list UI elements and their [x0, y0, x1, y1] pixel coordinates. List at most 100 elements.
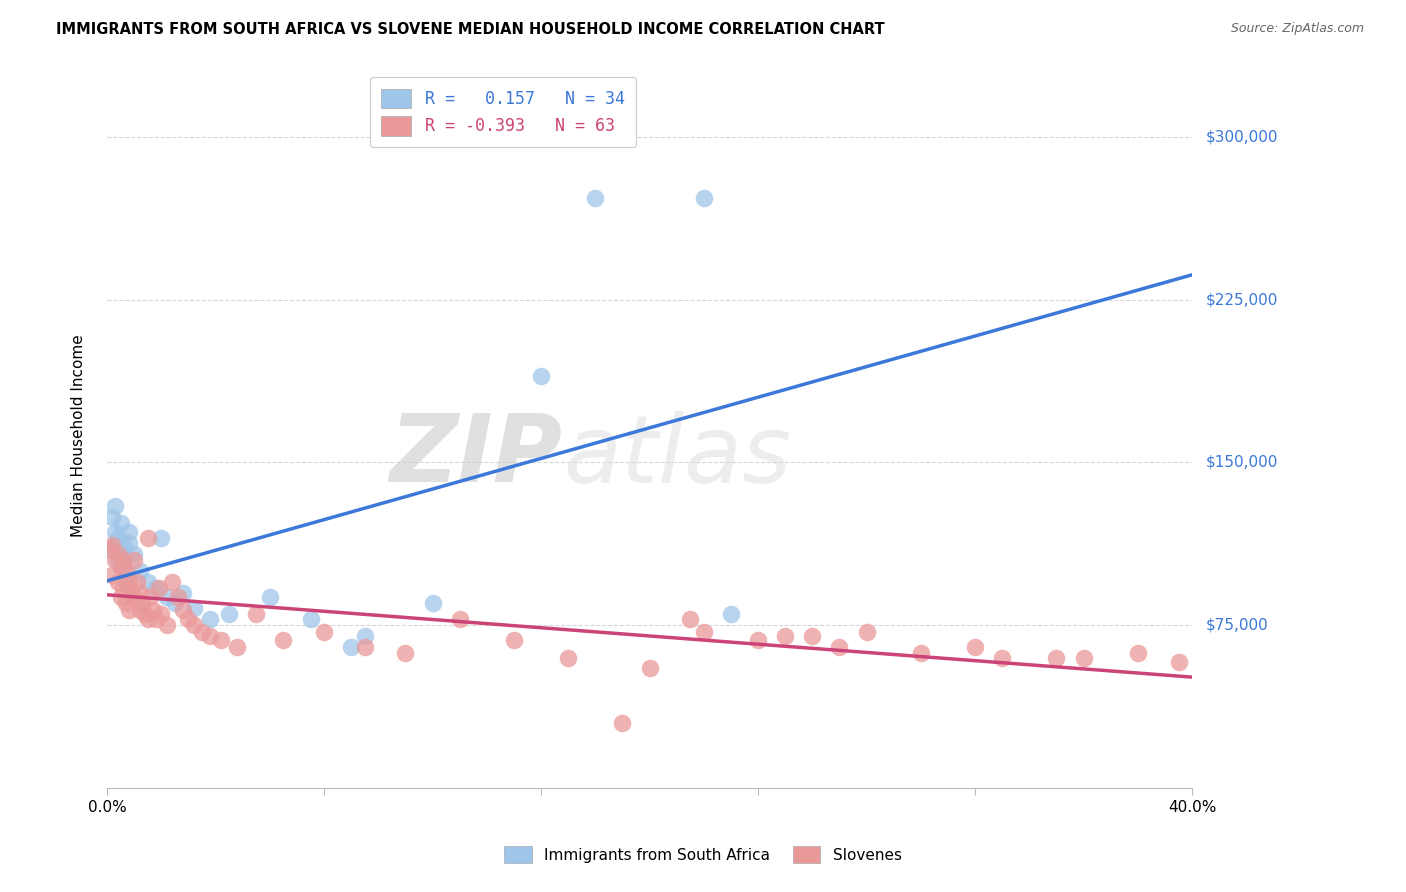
Point	[160, 574, 183, 589]
Point	[747, 633, 769, 648]
Point	[121, 585, 143, 599]
Point	[112, 559, 135, 574]
Point	[107, 553, 129, 567]
Point	[773, 629, 796, 643]
Point	[503, 633, 526, 648]
Point	[125, 574, 148, 589]
Point	[115, 596, 138, 610]
Point	[122, 590, 145, 604]
Point	[828, 640, 851, 654]
Point	[107, 574, 129, 589]
Point	[910, 646, 932, 660]
Point	[122, 547, 145, 561]
Point	[112, 538, 135, 552]
Point	[142, 603, 165, 617]
Point	[145, 611, 167, 625]
Point	[122, 553, 145, 567]
Point	[98, 542, 121, 557]
Point	[115, 547, 138, 561]
Point	[101, 568, 124, 582]
Point	[134, 607, 156, 622]
Point	[98, 542, 121, 557]
Point	[218, 607, 240, 622]
Point	[1045, 650, 1067, 665]
Point	[583, 191, 606, 205]
Point	[965, 640, 987, 654]
Point	[148, 581, 170, 595]
Point	[112, 553, 135, 567]
Point	[150, 532, 173, 546]
Point	[273, 633, 295, 648]
Point	[198, 611, 221, 625]
Point	[177, 611, 200, 625]
Point	[183, 600, 205, 615]
Point	[104, 499, 127, 513]
Point	[115, 564, 138, 578]
Point	[679, 611, 702, 625]
Point	[314, 624, 336, 639]
Point	[340, 640, 363, 654]
Point	[226, 640, 249, 654]
Point	[145, 581, 167, 595]
Point	[855, 624, 877, 639]
Point	[720, 607, 742, 622]
Point	[156, 618, 179, 632]
Point	[557, 650, 579, 665]
Point	[118, 524, 141, 539]
Point	[136, 532, 159, 546]
Point	[128, 564, 150, 578]
Point	[1073, 650, 1095, 665]
Point	[139, 590, 162, 604]
Point	[118, 535, 141, 549]
Point	[801, 629, 824, 643]
Point	[136, 574, 159, 589]
Point	[156, 590, 179, 604]
Point	[166, 590, 188, 604]
Point	[172, 585, 194, 599]
Text: $150,000: $150,000	[1206, 455, 1278, 470]
Text: IMMIGRANTS FROM SOUTH AFRICA VS SLOVENE MEDIAN HOUSEHOLD INCOME CORRELATION CHAR: IMMIGRANTS FROM SOUTH AFRICA VS SLOVENE …	[56, 22, 884, 37]
Point	[110, 559, 132, 574]
Y-axis label: Median Household Income: Median Household Income	[72, 334, 86, 537]
Point	[136, 611, 159, 625]
Point	[104, 553, 127, 567]
Text: $225,000: $225,000	[1206, 293, 1278, 307]
Point	[259, 590, 281, 604]
Point	[172, 603, 194, 617]
Point	[1126, 646, 1149, 660]
Point	[693, 191, 716, 205]
Point	[101, 538, 124, 552]
Point	[353, 629, 375, 643]
Point	[991, 650, 1014, 665]
Point	[693, 624, 716, 639]
Point	[191, 624, 214, 639]
Point	[394, 646, 416, 660]
Point	[128, 603, 150, 617]
Point	[112, 581, 135, 595]
Point	[245, 607, 267, 622]
Point	[183, 618, 205, 632]
Point	[118, 603, 141, 617]
Point	[128, 585, 150, 599]
Text: Source: ZipAtlas.com: Source: ZipAtlas.com	[1230, 22, 1364, 36]
Text: $75,000: $75,000	[1206, 617, 1268, 632]
Point	[110, 516, 132, 530]
Point	[612, 715, 634, 730]
Point	[110, 590, 132, 604]
Point	[299, 611, 322, 625]
Point	[1167, 655, 1189, 669]
Point	[115, 574, 138, 589]
Point	[530, 368, 553, 383]
Point	[110, 547, 132, 561]
Point	[449, 611, 471, 625]
Point	[107, 532, 129, 546]
Point	[353, 640, 375, 654]
Point	[107, 547, 129, 561]
Point	[150, 607, 173, 622]
Legend: R =   0.157   N = 34, R = -0.393   N = 63: R = 0.157 N = 34, R = -0.393 N = 63	[370, 77, 637, 147]
Point	[163, 596, 186, 610]
Text: ZIP: ZIP	[389, 410, 562, 502]
Legend: Immigrants from South Africa, Slovenes: Immigrants from South Africa, Slovenes	[496, 838, 910, 871]
Point	[198, 629, 221, 643]
Point	[131, 596, 153, 610]
